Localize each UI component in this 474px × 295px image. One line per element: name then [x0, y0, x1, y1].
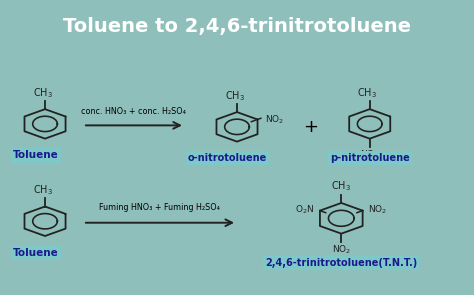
Text: $\mathregular{NO_2}$: $\mathregular{NO_2}$ — [264, 113, 284, 126]
Text: conc. HNO₃ + conc. H₂SO₄: conc. HNO₃ + conc. H₂SO₄ — [81, 106, 186, 116]
Text: Toluene to 2,4,6-trinitrotoluene: Toluene to 2,4,6-trinitrotoluene — [63, 17, 411, 36]
Text: $\mathregular{NO_2}$: $\mathregular{NO_2}$ — [368, 204, 388, 216]
Text: 2,4,6-trinitrotoluene(T.N.T.): 2,4,6-trinitrotoluene(T.N.T.) — [265, 258, 418, 268]
Text: Toluene: Toluene — [13, 248, 58, 258]
Text: p-nitrotoluene: p-nitrotoluene — [330, 153, 410, 163]
Text: $\mathregular{NO_2}$: $\mathregular{NO_2}$ — [360, 149, 379, 161]
Text: o-nitrotoluene: o-nitrotoluene — [188, 153, 267, 163]
Text: +: + — [303, 118, 318, 136]
Text: $\mathregular{CH_3}$: $\mathregular{CH_3}$ — [357, 86, 377, 100]
Text: $\mathregular{NO_2}$: $\mathregular{NO_2}$ — [332, 244, 351, 256]
Text: Fuming HNO₃ + Fuming H₂SO₄: Fuming HNO₃ + Fuming H₂SO₄ — [99, 203, 220, 212]
Text: $\mathregular{CH_3}$: $\mathregular{CH_3}$ — [33, 86, 53, 100]
Text: $\mathregular{CH_3}$: $\mathregular{CH_3}$ — [33, 183, 53, 197]
Text: $\mathregular{O_2N}$: $\mathregular{O_2N}$ — [295, 204, 314, 216]
Text: $\mathregular{CH_3}$: $\mathregular{CH_3}$ — [225, 89, 245, 103]
Text: Toluene: Toluene — [13, 150, 58, 160]
Text: $\mathregular{CH_3}$: $\mathregular{CH_3}$ — [331, 179, 351, 193]
